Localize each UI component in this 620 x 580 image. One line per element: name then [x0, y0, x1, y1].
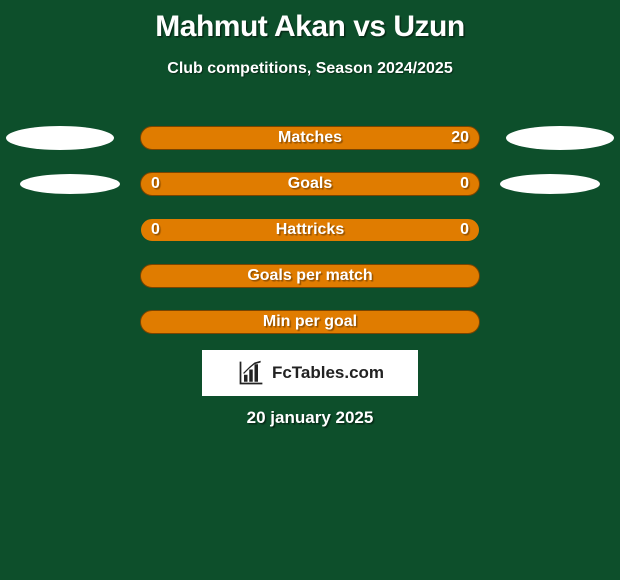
page-subtitle: Club competitions, Season 2024/2025	[0, 60, 620, 78]
stat-row: Min per goal	[0, 304, 620, 350]
branding-label: FcTables.com	[272, 363, 384, 383]
stat-label: Goals	[141, 175, 479, 193]
stat-bar: 0 Hattricks 0	[140, 218, 480, 242]
stat-label: Goals per match	[141, 267, 479, 285]
date-label: 20 january 2025	[0, 408, 620, 428]
stat-right-value: 20	[451, 129, 469, 147]
branding-box: FcTables.com	[202, 350, 418, 396]
stat-bar: Min per goal	[140, 310, 480, 334]
stat-row: 0 Goals 0	[0, 166, 620, 212]
stat-label: Min per goal	[141, 313, 479, 331]
stat-right-value: 0	[460, 175, 469, 193]
stat-label: Hattricks	[141, 221, 479, 239]
stat-row: Goals per match	[0, 258, 620, 304]
ellipse-icon	[506, 126, 614, 150]
ellipse-icon	[20, 174, 120, 194]
ellipse-icon	[500, 174, 600, 194]
stat-row: 0 Hattricks 0	[0, 212, 620, 258]
stat-bar: Goals per match	[140, 264, 480, 288]
page-title: Mahmut Akan vs Uzun	[0, 0, 620, 44]
stat-label: Matches	[141, 129, 479, 147]
stat-row: Matches 20	[0, 120, 620, 166]
stat-rows: Matches 20 0 Goals 0 0 Hattricks 0 Goals…	[0, 120, 620, 350]
ellipse-icon	[6, 126, 114, 150]
stat-right-value: 0	[460, 221, 469, 239]
stat-bar: Matches 20	[140, 126, 480, 150]
chart-icon	[236, 359, 266, 387]
stat-bar: 0 Goals 0	[140, 172, 480, 196]
